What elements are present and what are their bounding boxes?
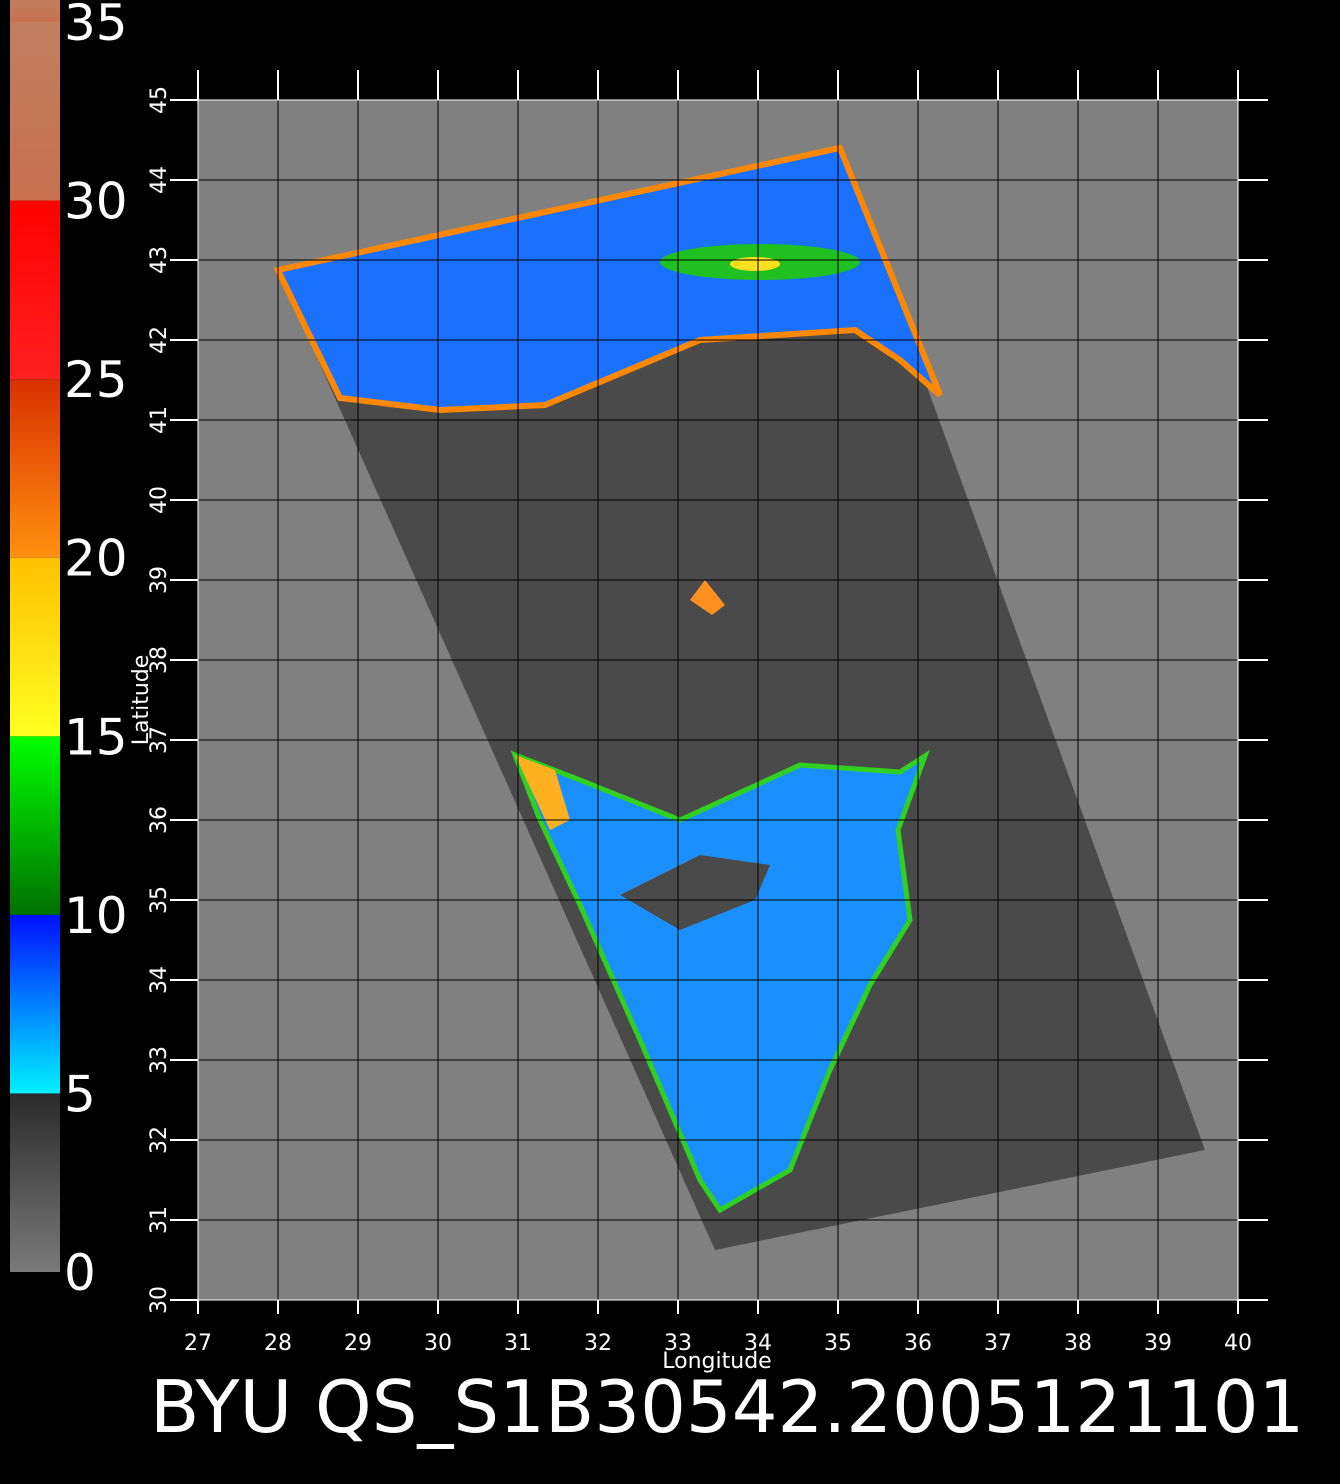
x-tick-label: 36 [904,1331,932,1356]
colorbar-segment [10,557,60,737]
y-tick-label: 34 [147,966,172,994]
y-tick-label: 42 [147,326,172,354]
x-tick-label: 39 [1144,1331,1172,1356]
x-tick-label: 40 [1224,1331,1252,1356]
y-tick-label: 36 [147,806,172,834]
title: BYU QS_S1B30542.2005121101 [150,1365,1304,1449]
colorbar-tick-label: 5 [64,1065,96,1123]
y-tick-label: 33 [147,1046,172,1074]
swath [278,148,1205,1250]
colorbar: 0 5 10 15 20 25 30 35 [10,0,128,1302]
x-tick-label: 30 [424,1331,452,1356]
colorbar-segment [10,379,60,558]
y-tick-label: 41 [147,406,172,434]
y-tick-label: 44 [147,166,172,194]
y-tick-label: 38 [147,646,172,674]
x-tick-label: 32 [584,1331,612,1356]
colorbar-segment [10,200,60,380]
colorbar-segment [10,736,60,915]
x-tick-label: 29 [344,1331,372,1356]
y-tick-label: 30 [147,1286,172,1314]
y-tick-label: 35 [147,886,172,914]
y-tick-label: 45 [147,86,172,114]
x-tick-label: 28 [264,1331,292,1356]
y-tick-label: 43 [147,246,172,274]
y-tick-label: 31 [147,1206,172,1234]
x-tick-label: 31 [504,1331,532,1356]
colorbar-tick-label: 30 [64,173,128,231]
x-axis-label: Longitude [662,1349,771,1374]
colorbar-segment [10,22,60,201]
x-tick-label: 38 [1064,1331,1092,1356]
wind-region-north [273,144,943,414]
x-tick-label: 37 [984,1331,1012,1356]
colorbar-tick-label: 0 [64,1244,96,1302]
y-tick-label: 40 [147,486,172,514]
land-gap [620,855,770,930]
y-axis-label: Latitude [129,655,154,746]
grid: 27 28 29 30 31 32 33 34 35 36 37 38 39 40 30 31 32 33 34 35… [147,70,1268,1356]
wind-patch [515,755,570,830]
colorbar-segment [10,914,60,1094]
colorbar-tick-label: 35 [64,0,128,52]
wind-region-south [510,749,930,1214]
plot-frame [197,99,1239,1301]
colorbar-tick-label: 20 [64,530,128,588]
colorbar-tick-label: 15 [64,708,128,766]
x-tick-label: 27 [184,1331,212,1356]
x-tick-label: 34 [744,1331,772,1356]
colorbar-tick-label: 25 [64,351,128,409]
colorbar-segment [10,1093,60,1272]
colorbar-tick-label: 10 [64,887,128,945]
colorbar-cap [10,0,60,22]
x-tick-label: 33 [664,1331,692,1356]
y-tick-label: 39 [147,566,172,594]
y-tick-label: 32 [147,1126,172,1154]
wind-patch [690,580,725,615]
x-tick-label: 35 [824,1331,852,1356]
y-tick-label: 37 [147,726,172,754]
wind-patch [730,257,780,271]
